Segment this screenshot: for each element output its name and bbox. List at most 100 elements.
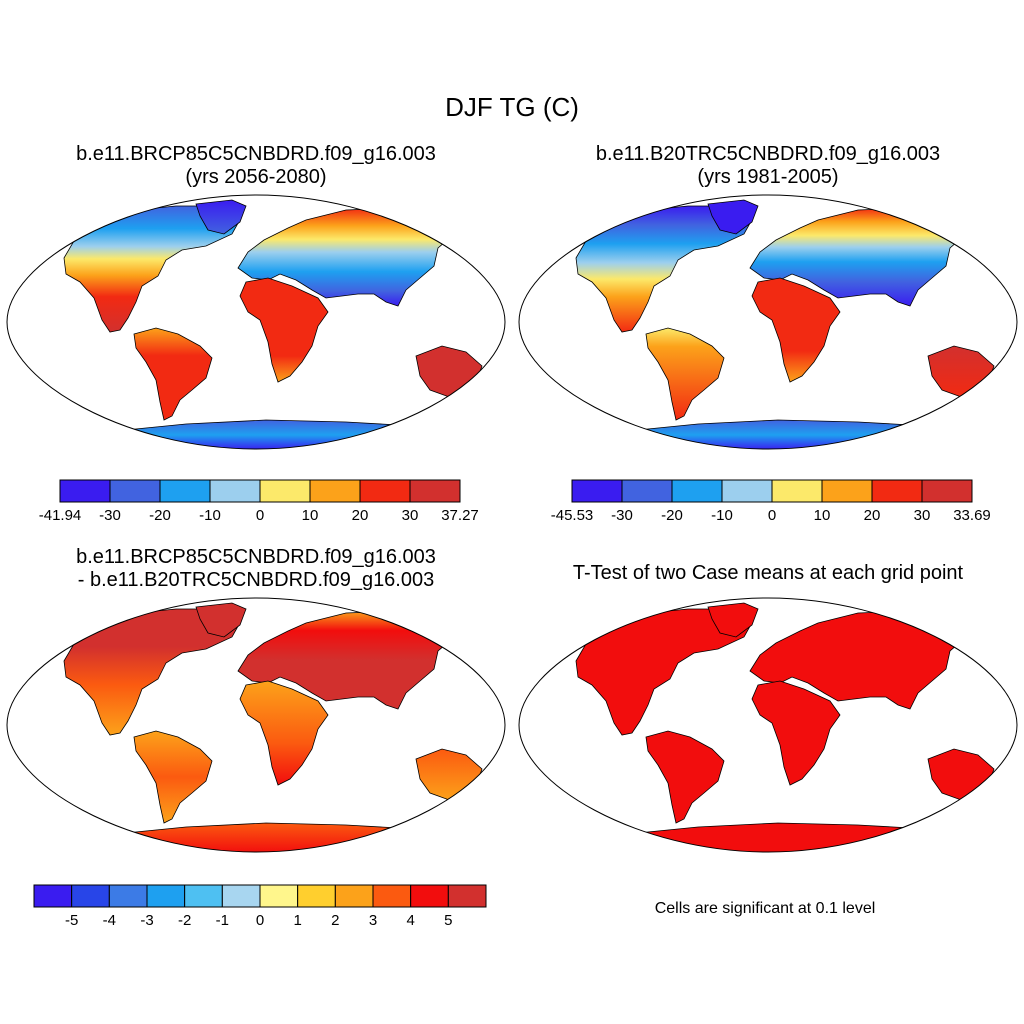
colorbar-swatch bbox=[146, 884, 186, 908]
panel-3-title: b.e11.BRCP85C5CNBDRD.f09_g16.003 - b.e11… bbox=[0, 546, 512, 592]
map-panel-4 bbox=[518, 597, 1018, 853]
landmass-eurasia bbox=[749, 610, 969, 710]
colorbar-tick-label: 37.27 bbox=[441, 507, 479, 524]
colorbar-swatch bbox=[871, 479, 923, 503]
colorbar-swatch bbox=[259, 884, 299, 908]
colorbar-swatch bbox=[259, 479, 311, 503]
globe-background bbox=[7, 195, 505, 449]
landmass-sa bbox=[645, 730, 725, 824]
landmass-eurasia bbox=[237, 610, 457, 710]
colorbar-tick-label: 20 bbox=[352, 507, 369, 524]
colorbar-tick-label: 4 bbox=[406, 912, 414, 929]
panel-1-title: b.e11.BRCP85C5CNBDRD.f09_g16.003 (yrs 20… bbox=[0, 143, 512, 189]
panel-3-title-line2: - b.e11.B20TRC5CNBDRD.f09_g16.003 bbox=[77, 569, 435, 591]
colorbar-panel-3: -5 -4 -3 -2 -1 0 1 2 3 4 5 bbox=[33, 884, 487, 929]
colorbar-swatch bbox=[33, 884, 73, 908]
panel-1-title-line2: (yrs 2056-2080) bbox=[185, 166, 327, 188]
landmass-sa bbox=[133, 730, 213, 824]
map-panel-3 bbox=[6, 597, 506, 853]
colorbar-tick-label: 30 bbox=[402, 507, 419, 524]
globe-outline bbox=[6, 194, 506, 450]
globe-outline bbox=[6, 597, 506, 853]
panel-1-title-line1: b.e11.BRCP85C5CNBDRD.f09_g16.003 bbox=[76, 143, 436, 165]
colorbar-swatch bbox=[71, 884, 110, 908]
panel-2-title-line1: b.e11.B20TRC5CNBDRD.f09_g16.003 bbox=[595, 143, 941, 165]
colorbar-swatch bbox=[372, 884, 412, 908]
map-panel-2 bbox=[518, 194, 1018, 450]
colorbar-swatch bbox=[571, 479, 623, 503]
colorbar-swatch bbox=[921, 479, 973, 503]
globe-outline bbox=[518, 597, 1018, 853]
colorbar-swatch bbox=[109, 479, 161, 503]
colorbar-swatch bbox=[447, 884, 487, 908]
panel-2-title: b.e11.B20TRC5CNBDRD.f09_g16.003 (yrs 198… bbox=[512, 143, 1024, 189]
colorbar-swatch bbox=[209, 479, 261, 503]
colorbar-tick-label: -20 bbox=[149, 507, 171, 524]
colorbar-swatch bbox=[621, 479, 673, 503]
colorbar-tick-label: -5 bbox=[65, 912, 78, 929]
colorbar-swatch bbox=[771, 479, 823, 503]
landmass-greenland bbox=[195, 199, 247, 235]
colorbar-swatch bbox=[821, 479, 873, 503]
landmass-eurasia bbox=[237, 207, 457, 307]
colorbar-tick-label: 33.69 bbox=[953, 507, 991, 524]
colorbar-swatch bbox=[297, 884, 336, 908]
colorbar-tick-label: 3 bbox=[369, 912, 377, 929]
colorbar-swatch bbox=[309, 479, 361, 503]
globe-background bbox=[519, 195, 1017, 449]
colorbar-tick-label: -30 bbox=[611, 507, 633, 524]
colorbar-swatch bbox=[59, 479, 111, 503]
landmass-africa bbox=[239, 277, 329, 383]
landmass-sa bbox=[645, 327, 725, 421]
colorbar-tick-label: -10 bbox=[711, 507, 733, 524]
colorbar-tick-label: -1 bbox=[216, 912, 229, 929]
colorbar-tick-label: 5 bbox=[444, 912, 452, 929]
panel-3-title-line1: b.e11.BRCP85C5CNBDRD.f09_g16.003 bbox=[76, 546, 436, 568]
colorbar-tick-label: -2 bbox=[178, 912, 191, 929]
panel-4-title-line1: T-Test of two Case means at each grid po… bbox=[572, 562, 964, 584]
landmass-greenland bbox=[707, 199, 759, 235]
landmass-sa bbox=[133, 327, 213, 421]
colorbar-tick-label: -4 bbox=[103, 912, 116, 929]
colorbar-tick-label: 0 bbox=[768, 507, 776, 524]
landmass-eurasia bbox=[749, 207, 969, 307]
colorbar-swatch bbox=[410, 884, 449, 908]
colorbar-panel-1: -41.94 -30 -20 -10 0 10 20 30 37.27 bbox=[39, 479, 479, 524]
landmass-greenland bbox=[707, 602, 759, 638]
globe-outline bbox=[518, 194, 1018, 450]
colorbar-swatch bbox=[108, 884, 148, 908]
colorbar-tick-label: -30 bbox=[99, 507, 121, 524]
colorbar-swatch bbox=[721, 479, 773, 503]
colorbar-tick-label: 2 bbox=[331, 912, 339, 929]
map-panel-1 bbox=[6, 194, 506, 450]
landmass-africa bbox=[239, 680, 329, 786]
colorbar-tick-label: 10 bbox=[814, 507, 831, 524]
colorbar-tick-label: 20 bbox=[864, 507, 881, 524]
colorbar-swatch bbox=[184, 884, 223, 908]
colorbar-swatch bbox=[359, 479, 411, 503]
landmass-africa bbox=[751, 680, 841, 786]
colorbar-tick-label: 0 bbox=[256, 507, 264, 524]
significance-note: Cells are significant at 0.1 level bbox=[654, 900, 876, 917]
panel-4-title: T-Test of two Case means at each grid po… bbox=[512, 562, 1024, 585]
landmass-africa bbox=[751, 277, 841, 383]
colorbar-tick-label: -45.53 bbox=[551, 507, 594, 524]
globe-background bbox=[519, 598, 1017, 852]
colorbar-swatch bbox=[671, 479, 723, 503]
colorbar-swatch bbox=[221, 884, 261, 908]
colorbar-tick-label: 10 bbox=[302, 507, 319, 524]
colorbar-swatch bbox=[409, 479, 461, 503]
main-title: DJF TG (C) bbox=[445, 92, 579, 122]
colorbar-swatch bbox=[159, 479, 211, 503]
landmass-greenland bbox=[195, 602, 247, 638]
colorbar-swatch bbox=[334, 884, 374, 908]
colorbar-tick-label: -3 bbox=[140, 912, 153, 929]
colorbar-tick-label: -20 bbox=[661, 507, 683, 524]
colorbar-panel-2: -45.53 -30 -20 -10 0 10 20 30 33.69 bbox=[551, 479, 991, 524]
colorbar-tick-label: 30 bbox=[914, 507, 931, 524]
colorbar-tick-label: -10 bbox=[199, 507, 221, 524]
colorbar-tick-label: -41.94 bbox=[39, 507, 82, 524]
colorbar-tick-label: 1 bbox=[293, 912, 301, 929]
globe-background bbox=[7, 598, 505, 852]
panel-2-title-line2: (yrs 1981-2005) bbox=[697, 166, 839, 188]
